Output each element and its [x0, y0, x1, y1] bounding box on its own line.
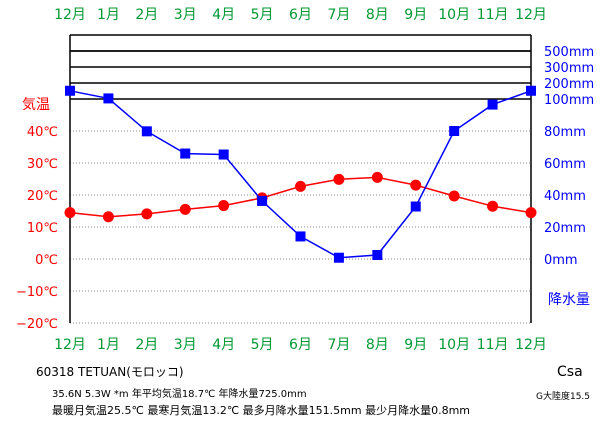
right-tick-label: 200mm [544, 77, 594, 92]
left-axis-title: 気温 [22, 97, 50, 113]
precipitation-point [410, 201, 421, 212]
precipitation-point [372, 250, 383, 260]
month-label: 11月 [477, 7, 509, 23]
left-tick-label: 10℃ [27, 221, 58, 236]
left-tick-label: 30℃ [27, 157, 58, 172]
month-label: 4月 [212, 337, 235, 353]
climate-class: Csa [557, 364, 583, 380]
month-label: 2月 [135, 337, 158, 353]
month-label: 3月 [174, 337, 197, 353]
month-label: 7月 [327, 337, 350, 353]
station-extremes: 最暖月気温25.5℃ 最寒月気温13.2℃ 最多月降水量151.5mm 最少月降… [52, 404, 471, 417]
month-label: 3月 [174, 7, 197, 23]
right-tick-label: 60mm [544, 157, 586, 172]
precipitation-point [141, 126, 152, 137]
month-label: 11月 [477, 337, 509, 353]
temperature-point [448, 190, 460, 202]
month-label: 6月 [289, 337, 312, 353]
precipitation-point [295, 231, 306, 242]
precipitation-point [218, 149, 229, 160]
month-label: 7月 [327, 7, 350, 23]
temperature-point [410, 179, 422, 191]
temperature-point [218, 200, 230, 212]
month-label: 5月 [251, 337, 274, 353]
month-label: 10月 [438, 337, 470, 353]
month-label: 1月 [97, 337, 120, 353]
temperature-point [371, 171, 383, 183]
continentality-index: G大陸度15.5 [536, 392, 591, 402]
station-title: 60318 TETUAN(モロッコ) [36, 365, 184, 379]
temperature-point [141, 208, 153, 220]
month-label: 8月 [366, 7, 389, 23]
right-axis-title: 降水量 [548, 292, 590, 308]
temperature-point [179, 203, 191, 215]
precipitation-point [526, 85, 536, 96]
month-label: 8月 [366, 337, 389, 353]
right-tick-label: 80mm [544, 125, 586, 140]
temperature-point [333, 173, 345, 185]
precipitation-point [180, 148, 191, 159]
temperature-point [525, 207, 537, 219]
precipitation-point [449, 126, 460, 136]
month-label: 6月 [289, 7, 312, 23]
month-label: 10月 [438, 7, 470, 23]
precipitation-point [333, 252, 344, 263]
month-label: 12月 [515, 7, 547, 23]
month-label: 9月 [404, 7, 427, 23]
left-tick-label: 20℃ [27, 189, 58, 204]
precipitation-point [103, 93, 114, 104]
temperature-point [64, 207, 76, 219]
month-label: 2月 [135, 7, 158, 23]
month-label: 1月 [97, 7, 120, 23]
labels: 12月 12月 1月 1月 2月 2月 3月 3月 4月 4月 5月 5月 6月 6月 7月 7月 8月 8月 9月… [16, 7, 594, 353]
temperature-point [295, 180, 306, 192]
right-tick-label: 40mm [544, 189, 586, 204]
left-tick-label: 0℃ [35, 253, 58, 268]
left-tick-label: −20℃ [16, 317, 58, 332]
temperature-point [102, 211, 114, 223]
axes [69, 34, 532, 323]
temperature-point [487, 200, 499, 212]
right-tick-label: 0mm [544, 253, 578, 268]
precipitation-point [257, 195, 268, 206]
month-label: 12月 [54, 7, 86, 23]
precipitation-point [65, 85, 75, 96]
left-tick-label: −10℃ [16, 285, 58, 300]
month-label: 9月 [404, 337, 427, 353]
right-tick-label: 20mm [544, 221, 586, 236]
right-tick-label: 300mm [544, 61, 594, 76]
precipitation-point [487, 99, 498, 110]
left-tick-label: 40℃ [27, 125, 58, 140]
month-label: 4月 [212, 7, 235, 23]
station-summary: 35.6N 5.3W *m 年平均気温18.7℃ 年降水量725.0mm [52, 389, 307, 400]
right-tick-label: 100mm [544, 93, 594, 108]
month-label: 12月 [515, 337, 547, 353]
month-label: 12月 [54, 337, 86, 353]
month-label: 5月 [251, 7, 274, 23]
right-tick-label: 500mm [544, 45, 594, 60]
series [64, 85, 537, 263]
